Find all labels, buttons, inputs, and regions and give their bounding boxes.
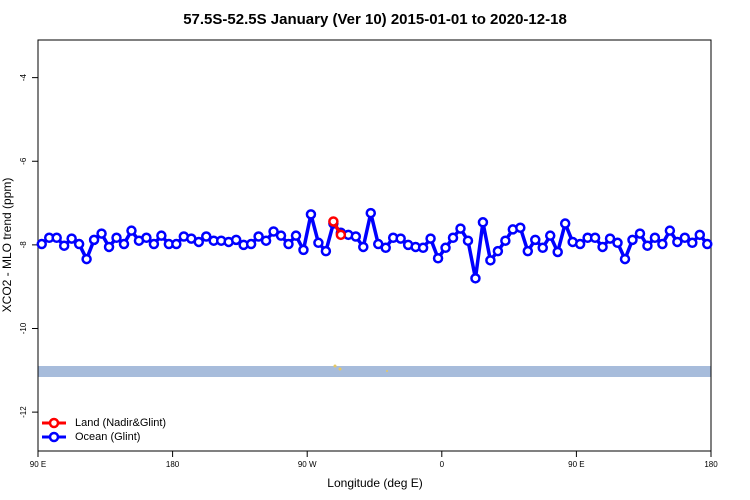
point [485,255,496,266]
point [687,237,698,249]
chart-title: 57.5S-52.5S January (Ver 10) 2015-01-01 … [183,11,567,28]
x-tick-label: 180 [166,460,180,469]
x-axis-label: Longitude (deg E) [327,476,422,490]
point [365,207,377,219]
legend-marker [48,431,60,443]
point [679,232,691,244]
point [253,231,264,242]
point [612,237,623,249]
point [103,241,115,253]
point [51,232,62,244]
point [283,238,294,250]
point [380,242,391,254]
point [96,228,107,239]
y-tick-label: -6 [19,157,28,165]
point [148,238,160,250]
y-tick-label: -12 [19,406,28,418]
point [702,238,713,250]
point [201,231,212,242]
point [66,233,77,244]
point [589,232,601,244]
point [604,233,616,244]
point [619,253,631,265]
point [492,245,504,257]
point [118,238,130,250]
point [88,234,100,246]
point [664,225,676,236]
point [462,235,474,246]
point [642,240,653,251]
point [694,229,706,241]
map-land [386,370,388,372]
point [657,238,668,250]
point [597,241,608,253]
point [335,229,347,241]
map-land [338,367,342,371]
point [440,242,451,254]
y-axis-label: XCO2 - MLO trend (ppm) [0,178,14,313]
x-tick-label: 90 W [298,460,317,469]
x-tick-label: 0 [440,460,445,469]
point [171,238,182,250]
point [522,245,534,257]
y-tick-label: -4 [19,74,28,82]
point [193,236,205,248]
point [395,233,406,244]
point [81,253,92,265]
legend-label: Land (Nadir&Glint) [75,417,166,429]
point [447,232,459,244]
point [672,236,683,248]
point [425,233,436,244]
point [320,245,332,257]
point [245,238,257,250]
point [649,232,661,244]
point [627,234,638,246]
point [156,230,167,241]
point [290,230,302,241]
point [574,238,586,250]
y-tick-label: -10 [19,322,28,334]
point [544,230,556,241]
point [350,231,362,242]
point [73,238,85,250]
x-tick-label: 180 [704,460,718,469]
y-tick-label: -8 [19,241,28,249]
point [358,241,369,253]
point [477,217,489,228]
point [417,242,429,254]
legend-label: Ocean (Glint) [75,431,140,443]
x-tick-label: 90 E [568,460,584,469]
point [455,223,466,234]
map-strip [38,366,711,377]
point [537,242,548,254]
point [230,234,242,246]
point [530,234,541,246]
point [552,246,563,258]
point [305,209,317,220]
point [141,232,152,244]
legend-marker [48,417,60,429]
point [111,232,122,244]
x-tick-label: 90 E [30,460,46,469]
point [275,230,287,241]
point [298,244,309,256]
point [126,225,137,236]
point [36,238,47,250]
map-land [333,364,337,368]
point [58,240,70,251]
point [470,273,481,284]
point [515,222,526,233]
point [634,228,646,239]
point [432,253,444,264]
point [268,226,279,237]
point [559,218,571,229]
point [328,216,339,227]
point [260,235,272,246]
point [500,235,511,246]
point [313,237,324,249]
